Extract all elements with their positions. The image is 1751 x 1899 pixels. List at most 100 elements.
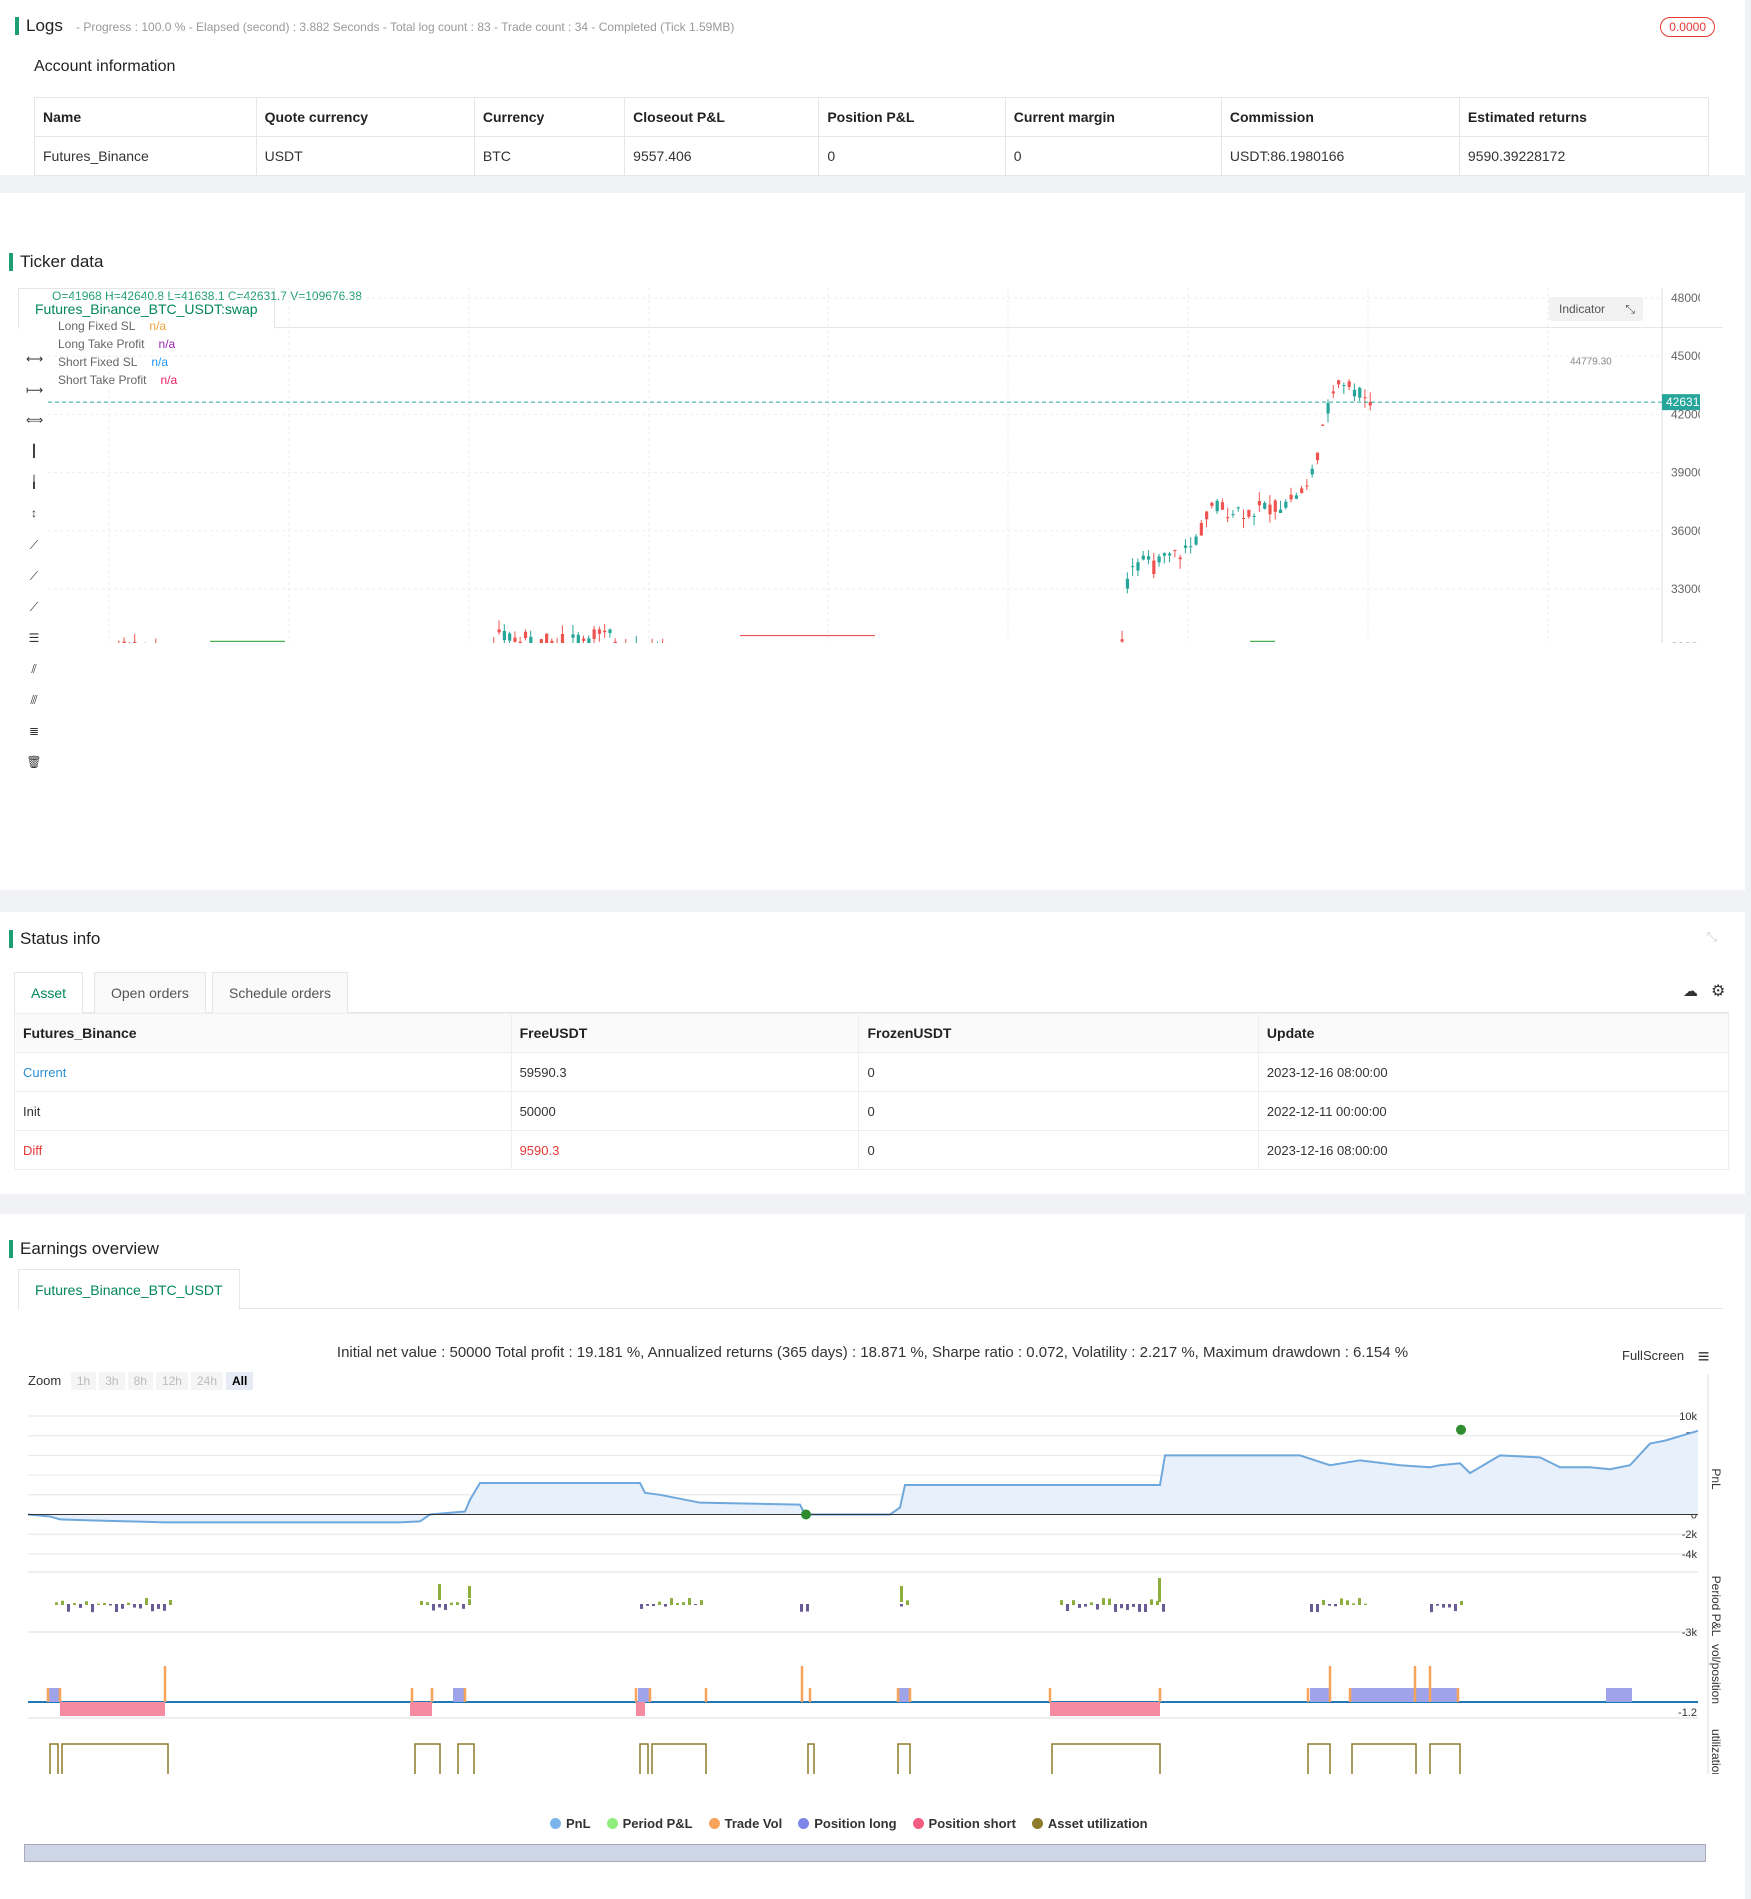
legend-item[interactable]: Position long	[798, 1816, 897, 1831]
trash-icon[interactable]: 🗑	[26, 755, 42, 769]
indicator-legend-item: Short Take Profit n/a	[58, 371, 177, 389]
legend-item[interactable]: Asset utilization	[1031, 1816, 1148, 1831]
period-pnl-bar	[1066, 1604, 1069, 1612]
horizontal-ray-icon[interactable]: ⟼	[26, 383, 44, 397]
zoom-button[interactable]: 1h	[70, 1372, 97, 1390]
price-range-icon[interactable]: ↕	[31, 506, 37, 520]
zoom-button[interactable]: 8h	[127, 1372, 153, 1390]
axis-title: vol/position	[1709, 1644, 1723, 1704]
asset-cell: 0	[858, 1052, 1259, 1092]
ticker-tab[interactable]: Futures_Binance_BTC_USDT:swap	[18, 288, 275, 329]
legend-item[interactable]: Period P&L	[606, 1816, 693, 1831]
period-pnl-bar	[91, 1604, 94, 1613]
legend-swatch	[550, 1818, 561, 1829]
indicator-legend-value: n/a	[149, 319, 167, 333]
candle-body	[513, 637, 517, 642]
candle-body	[122, 641, 126, 643]
candle-body	[1252, 516, 1256, 518]
vertical-line-icon[interactable]: ┃	[30, 444, 38, 458]
period-pnl-bar	[444, 1604, 447, 1610]
pitchfork-icon[interactable]: ⫻	[30, 693, 38, 707]
period-pnl-bar	[1352, 1603, 1355, 1605]
logs-summary: - Progress : 100.0 % - Elapsed (second) …	[76, 20, 735, 34]
asset-col-header: Futures_Binance	[14, 1013, 512, 1053]
legend-label: PnL	[566, 1816, 591, 1831]
legend-item[interactable]: Trade Vol	[708, 1816, 782, 1831]
legend-swatch	[912, 1818, 924, 1829]
candle-body	[608, 629, 612, 634]
account-cell: 9590.39228172	[1458, 136, 1710, 176]
pnl-area	[28, 1430, 1698, 1523]
period-pnl-bar	[133, 1604, 136, 1608]
period-pnl-bar	[1162, 1604, 1165, 1612]
cloud-download-icon[interactable]: ☁	[1683, 983, 1698, 1000]
ray-icon[interactable]: ⟋	[29, 569, 39, 583]
zoom-button[interactable]: All	[226, 1372, 254, 1390]
candle-body	[1247, 510, 1251, 517]
period-pnl-bar	[121, 1604, 124, 1609]
segment-icon[interactable]: ⟋	[29, 600, 39, 614]
status-title: Status info	[8, 929, 101, 948]
account-col-header: Position P&L	[818, 97, 1006, 137]
zoom-button[interactable]: 24h	[190, 1372, 223, 1390]
position-short-bar	[636, 1702, 645, 1716]
period-pnl-bar	[1150, 1599, 1153, 1605]
candle-body	[1183, 545, 1188, 548]
horizontal-line-icon[interactable]: ⟷	[26, 352, 44, 366]
candle-body	[1131, 566, 1135, 568]
period-pnl-bar	[1156, 1600, 1159, 1605]
period-tick-label: -3k	[1682, 1627, 1698, 1639]
fullscreen-button[interactable]: FullScreen ≡	[1622, 1346, 1709, 1369]
min-marker	[801, 1509, 811, 1520]
account-cell: Futures_Binance	[34, 136, 257, 176]
period-pnl-bar	[1132, 1604, 1135, 1607]
price-tick-label: 30000.00	[1671, 640, 1700, 643]
legend-item[interactable]: PnL	[550, 1816, 591, 1831]
parallel-channel-icon[interactable]: ⫽	[31, 662, 37, 676]
legend-item[interactable]: Position short	[912, 1816, 1016, 1831]
period-pnl-bar	[640, 1604, 643, 1609]
fib-icon[interactable]: ☰	[28, 631, 40, 645]
period-pnl-bar	[1096, 1604, 1099, 1610]
logs-badge[interactable]: 0.0000	[1660, 17, 1715, 37]
period-pnl-bar	[432, 1604, 435, 1611]
candle-body	[550, 640, 554, 643]
candle-body	[1226, 517, 1230, 519]
period-pnl-bar	[115, 1604, 118, 1613]
zoom-button[interactable]: 12h	[155, 1372, 188, 1390]
asset-cell: Diff	[14, 1130, 512, 1170]
pnl-tick-label: -2k	[1682, 1529, 1698, 1541]
asset-cell: 0	[858, 1130, 1259, 1170]
collapse-icon[interactable]: ⤡	[1706, 929, 1717, 944]
settings-gear-icon[interactable]: ⚙	[1711, 983, 1726, 1000]
extended-line-icon[interactable]: ⟺	[26, 413, 44, 427]
candle-body	[571, 634, 575, 638]
trend-line-icon[interactable]: ⟋	[29, 538, 39, 552]
candlestick-chart: 48000.00 45000.00 42000.00 39000.00 36000.00…	[48, 288, 1700, 643]
status-tab[interactable]: Asset	[14, 972, 84, 1013]
navigator-scrollbar[interactable]	[24, 1844, 1706, 1862]
legend-label: Position short	[928, 1816, 1016, 1831]
period-pnl-bar	[1358, 1598, 1361, 1605]
period-pnl-bar	[652, 1604, 655, 1607]
text-lines-icon[interactable]: ≣	[28, 724, 40, 738]
candle-body	[545, 633, 549, 643]
status-tab[interactable]: Open orders	[94, 972, 206, 1013]
zoom-button[interactable]: 3h	[99, 1372, 125, 1390]
price-tick-label: 42000.00	[1671, 407, 1700, 421]
expand-icon[interactable]: ⤡	[1625, 302, 1635, 316]
indicator-legend-value: n/a	[158, 337, 176, 351]
indicator-button[interactable]: Indicator ⤡	[1549, 297, 1643, 321]
earnings-tab[interactable]: Futures_Binance_BTC_USDT	[18, 1269, 240, 1310]
candle-body	[1178, 557, 1182, 560]
period-pnl-bar	[97, 1603, 100, 1605]
period-pnl-bar	[67, 1604, 70, 1612]
account-col-header: Current margin	[1004, 97, 1222, 137]
logs-title: Logs	[15, 16, 63, 35]
menu-icon[interactable]: ≡	[1697, 1346, 1710, 1368]
vertical-segment-icon[interactable]: ╽	[30, 475, 38, 489]
period-pnl-bar	[438, 1604, 441, 1608]
period-pnl-bar	[1454, 1604, 1457, 1612]
status-tab[interactable]: Schedule orders	[212, 972, 348, 1013]
axis-title: Period P&L	[1709, 1576, 1723, 1637]
